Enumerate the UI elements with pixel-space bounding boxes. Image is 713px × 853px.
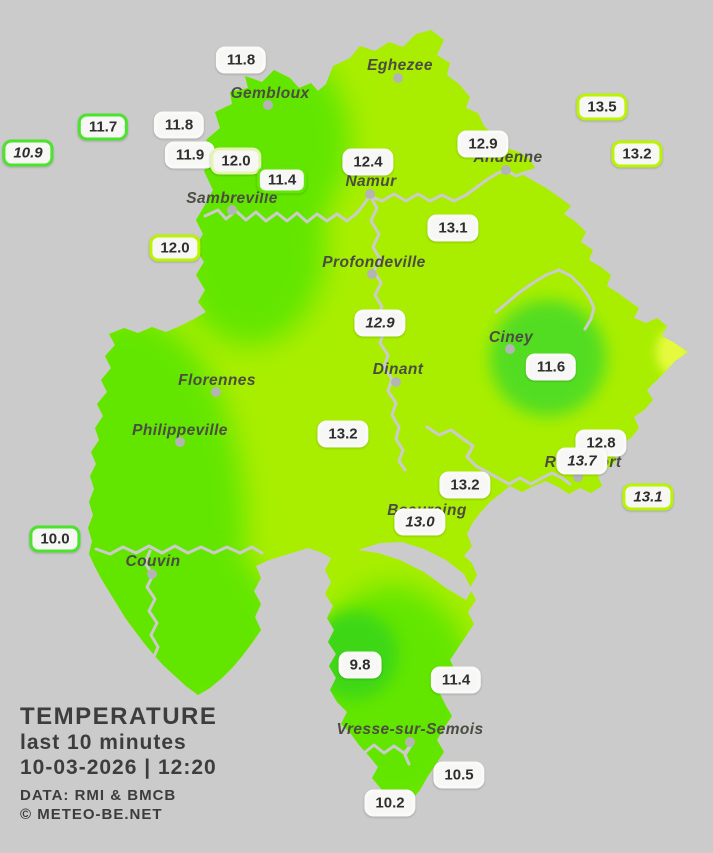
field-cold-ciney bbox=[490, 300, 606, 416]
map-subtitle: last 10 minutes bbox=[20, 731, 187, 755]
data-source: DATA: RMI & BMCB bbox=[20, 786, 177, 804]
river-viroin bbox=[94, 544, 264, 556]
map-title: TEMPERATURE bbox=[20, 703, 218, 730]
field-cold-south bbox=[310, 611, 398, 699]
river-meuse-east bbox=[368, 168, 535, 203]
river-lesse-upper bbox=[494, 268, 596, 331]
border-pocket-southeast bbox=[358, 542, 472, 600]
river-lesse-lower bbox=[425, 425, 572, 486]
copyright: © METEO-BE.NET bbox=[20, 806, 163, 824]
map-datetime: 10-03-2026 | 12:20 bbox=[20, 756, 217, 780]
title-block: TEMPERATURE last 10 minutes 10-03-2026 |… bbox=[20, 703, 217, 825]
river-meuse-south bbox=[368, 194, 407, 472]
field-warm-east-patch bbox=[656, 329, 688, 375]
field-cool-center-west bbox=[175, 155, 325, 345]
river-mehaigne bbox=[445, 39, 497, 57]
river-semois bbox=[331, 742, 414, 766]
field-cool-couvin bbox=[145, 560, 285, 710]
